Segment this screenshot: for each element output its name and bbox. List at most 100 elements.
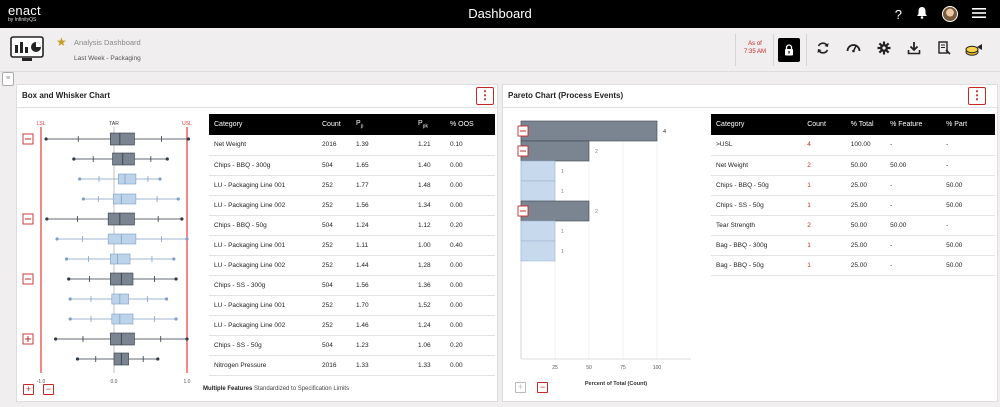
axis-caption-text: Standardized to Specification Limits: [254, 386, 350, 392]
as-of-label: As of: [748, 41, 762, 47]
table-row[interactable]: LU - Packaging Line 001 252 1.77 1.48 0.00: [209, 175, 495, 196]
bar-value-label: 1: [561, 189, 564, 195]
pareto-bar-row[interactable]: 1: [520, 220, 564, 242]
logo-text: enact: [8, 3, 41, 18]
collapse-group-icon[interactable]: [517, 145, 529, 157]
table-row[interactable]: Net Weight 2 50.00 50.00-: [711, 155, 995, 176]
pareto-bar-row[interactable]: 4: [520, 120, 666, 142]
gauge-button[interactable]: [845, 41, 861, 57]
column-header[interactable]: % Feature: [885, 114, 942, 135]
pareto-bar: [520, 160, 556, 182]
pareto-bar-row[interactable]: 1: [520, 160, 564, 182]
table-row[interactable]: Bag - BBQ - 300g 1 25.00-50.00: [711, 235, 995, 256]
box-plot-row[interactable]: [75, 352, 160, 366]
lock-button[interactable]: [778, 38, 800, 62]
table-cell: 1.21: [413, 135, 445, 156]
dashboard-name: Analysis Dashboard: [74, 38, 141, 47]
column-header[interactable]: Category: [209, 114, 317, 135]
table-row[interactable]: Chips - BBQ - 50g 504 1.24 1.12 0.20: [209, 215, 495, 236]
collapse-group-icon[interactable]: [517, 205, 529, 217]
table-row[interactable]: Chips - SS - 300g 504 1.56 1.36 0.00: [209, 275, 495, 296]
table-body: Net Weight 2016 1.39 1.21 0.10 Chips - BBQ - …: [209, 135, 495, 376]
collapse-group-icon[interactable]: [22, 213, 34, 225]
filter-panel-toggle[interactable]: ≡: [2, 72, 14, 86]
refresh-button[interactable]: [815, 41, 831, 57]
table-cell: 0.00: [445, 175, 495, 196]
collapse-group-icon[interactable]: [22, 133, 34, 145]
table-cell: Chips - BBQ - 50g: [209, 215, 317, 236]
table-row[interactable]: LU - Packaging Line 001 252 1.11 1.00 0.40: [209, 235, 495, 256]
panel-divider: [17, 107, 499, 108]
bar-value-label: 4: [663, 129, 666, 135]
coins-button[interactable]: [963, 41, 985, 57]
reference-line-label: TAR: [109, 121, 119, 127]
table-cell: 1: [802, 255, 846, 276]
help-icon[interactable]: ?: [894, 6, 902, 22]
panel-menu-button[interactable]: ⋮: [968, 87, 986, 105]
box-plot-row[interactable]: [54, 332, 189, 346]
table-cell: -: [941, 155, 995, 176]
table-row[interactable]: Chips - SS - 50g 504 1.23 1.06 0.20: [209, 335, 495, 356]
table-row[interactable]: LU - Packaging Line 002 252 1.56 1.34 0.00: [209, 195, 495, 216]
collapse-all-icon[interactable]: −: [43, 384, 54, 395]
panel-menu-button[interactable]: ⋮: [476, 87, 494, 105]
table-row[interactable]: Chips - BBQ - 300g 504 1.65 1.40 0.00: [209, 155, 495, 176]
table-row[interactable]: Net Weight 2016 1.39 1.21 0.10: [209, 135, 495, 156]
top-bar: enact by InfinityQS Dashboard ?: [0, 0, 1000, 28]
column-header[interactable]: % OOS: [445, 114, 495, 135]
box-plot-row[interactable]: [55, 233, 189, 245]
column-header[interactable]: % Part: [941, 114, 995, 135]
pareto-bar-row[interactable]: 2: [520, 140, 598, 162]
box-plot-row[interactable]: [64, 253, 176, 265]
favorite-star-icon[interactable]: ★: [56, 35, 67, 49]
whisker-end-point: [185, 237, 189, 241]
expand-all-icon[interactable]: +: [515, 382, 526, 393]
table-row[interactable]: Bag - BBQ - 50g 1 25.00-50.00: [711, 255, 995, 276]
lock-icon: [785, 44, 793, 56]
app-logo[interactable]: enact by InfinityQS: [8, 4, 41, 23]
whisker-end-point: [68, 297, 72, 301]
box-plot-row[interactable]: [45, 212, 184, 226]
pareto-table: Category Count% Total% Feature% Part >USL…: [711, 114, 995, 276]
column-header[interactable]: Ppk: [413, 114, 445, 135]
avatar[interactable]: [942, 6, 958, 22]
hamburger-icon[interactable]: [972, 7, 986, 22]
expand-group-icon[interactable]: [22, 333, 34, 345]
column-header[interactable]: Count: [802, 114, 846, 135]
expand-all-icon[interactable]: +: [23, 384, 34, 395]
column-header[interactable]: Category: [711, 114, 803, 135]
pareto-bar-row[interactable]: 1: [520, 240, 564, 262]
report-button[interactable]: [936, 41, 952, 57]
pareto-panel: Pareto Chart (Process Events) ⋮ 25 50 75 10…: [502, 84, 999, 402]
column-header[interactable]: Count: [317, 114, 351, 135]
column-header[interactable]: Pp: [351, 114, 413, 135]
box-plot-row[interactable]: [78, 173, 162, 185]
box-plot-row[interactable]: [68, 293, 169, 305]
settings-button[interactable]: [876, 41, 892, 57]
table-row[interactable]: Nitrogen Pressure 2016 1.33 1.33 0.00: [209, 355, 495, 376]
bell-icon[interactable]: [916, 6, 928, 22]
collapse-group-icon[interactable]: [517, 125, 529, 137]
download-button[interactable]: [906, 41, 922, 57]
table-row[interactable]: >USL 4 100.00- -: [711, 135, 995, 156]
collapse-all-icon[interactable]: −: [537, 382, 548, 393]
table-row[interactable]: Chips - BBQ - 50g 1 25.00-50.00: [711, 175, 995, 196]
table-row[interactable]: Chips - SS - 50g 1 25.00-50.00: [711, 195, 995, 216]
box-plot-row[interactable]: [81, 193, 180, 205]
table-row[interactable]: LU - Packaging Line 001 252 1.70 1.52 0.00: [209, 295, 495, 316]
coins-icon: [965, 44, 982, 56]
table-cell: 0.20: [445, 215, 495, 236]
box-plot-row[interactable]: [67, 272, 178, 286]
table-row[interactable]: Tear Strength 2 50.00 50.00-: [711, 215, 995, 236]
box-plot-row[interactable]: [72, 152, 169, 166]
collapse-group-icon[interactable]: [22, 273, 34, 285]
table-cell: 50.00: [941, 175, 995, 196]
column-header[interactable]: % Total: [845, 114, 886, 135]
pareto-bar-row[interactable]: 1: [520, 180, 564, 202]
box-plot-row[interactable]: [44, 132, 191, 146]
table-row[interactable]: LU - Packaging Line 002 252 1.44 1.28 0.00: [209, 255, 495, 276]
table-row[interactable]: LU - Packaging Line 002 252 1.46 1.24 0.00: [209, 315, 495, 336]
pareto-bar-row[interactable]: 2: [520, 200, 598, 222]
table-cell: 1.56: [351, 275, 413, 296]
box-plot-row[interactable]: [68, 313, 178, 325]
